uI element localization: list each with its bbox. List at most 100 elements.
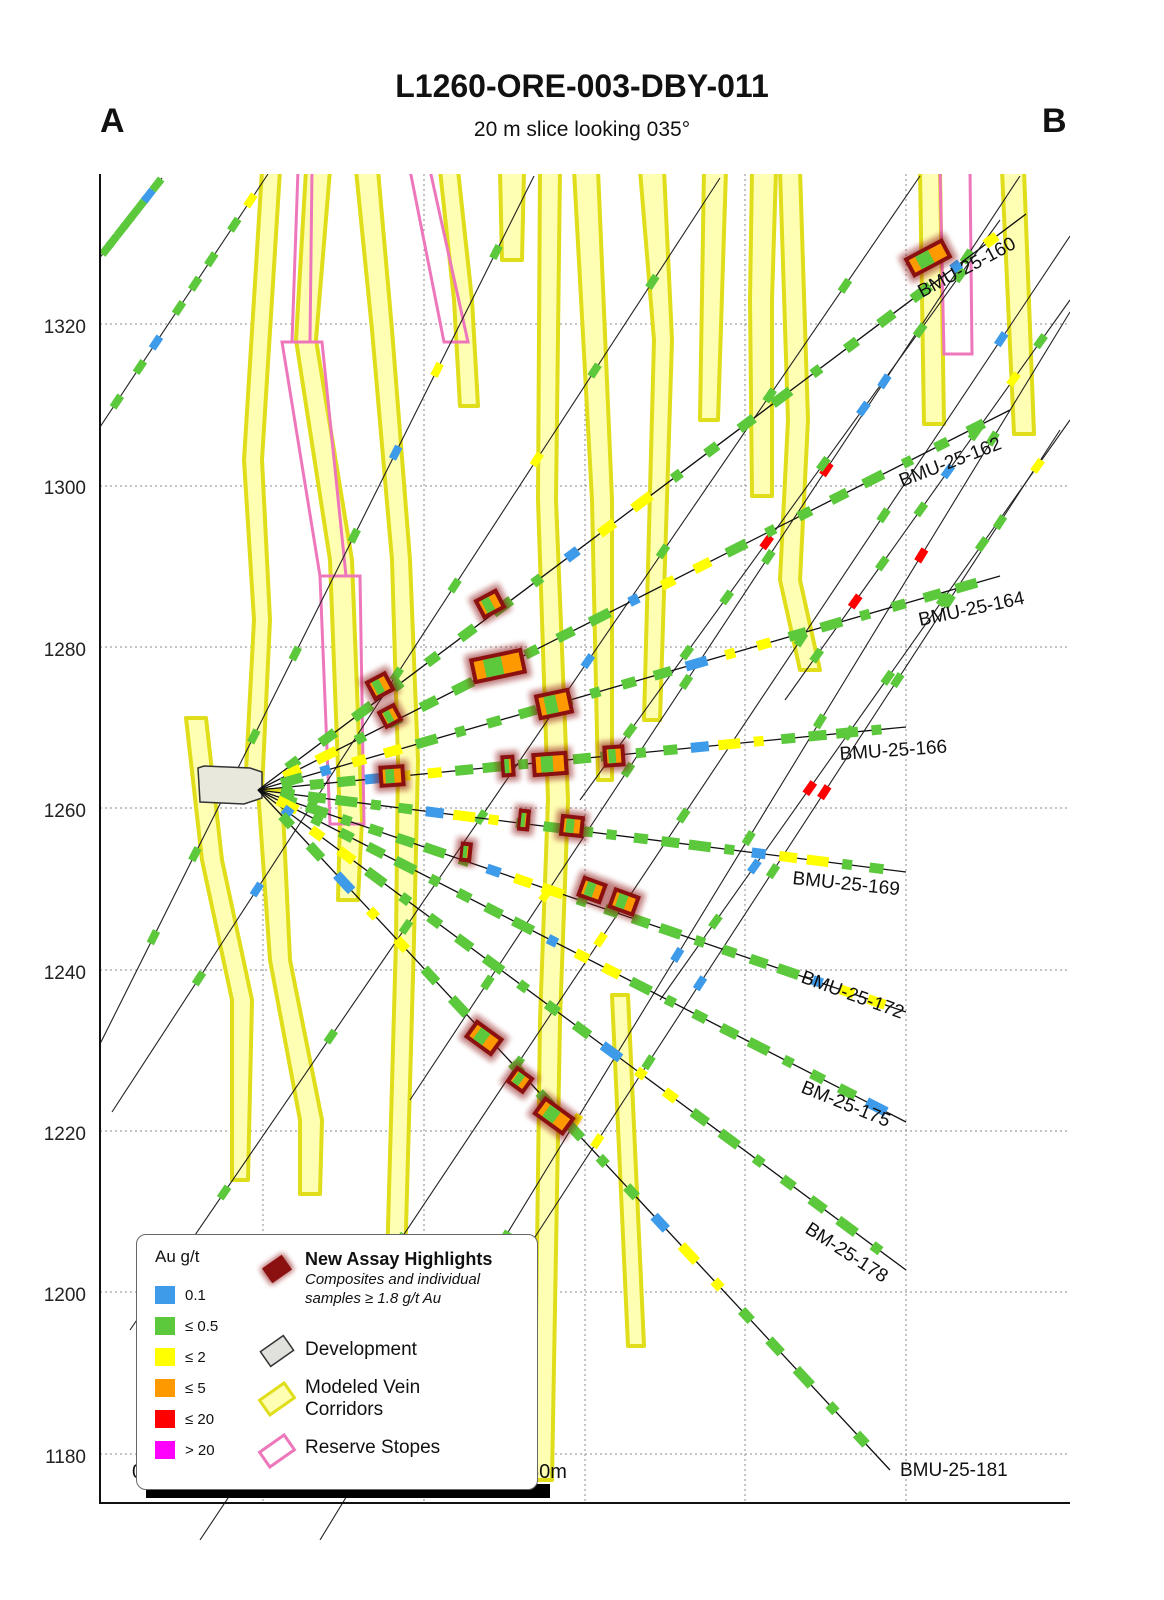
sample-interval <box>811 975 824 989</box>
sample-interval <box>367 823 385 838</box>
sample-interval <box>723 844 735 856</box>
sample-interval <box>645 273 660 290</box>
sample-interval <box>890 598 907 612</box>
legend-grade-row: ≤ 0.5 <box>155 1316 218 1336</box>
elevation-label-1260: 1260 <box>44 801 86 822</box>
sample-interval <box>679 644 695 661</box>
legend-grade-label: 0.1 <box>185 1286 206 1304</box>
sample-interval <box>852 1430 870 1448</box>
assay-highlight <box>467 582 513 626</box>
sample-interval <box>940 463 956 480</box>
sample-interval <box>571 1020 593 1040</box>
sample-interval <box>817 784 832 801</box>
sample-interval <box>146 929 161 946</box>
legend-grade-label: ≤ 0.5 <box>185 1317 219 1335</box>
drill-trace <box>579 219 1001 801</box>
sample-interval <box>847 593 863 610</box>
sample-interval <box>819 461 834 478</box>
sample-interval <box>308 825 326 842</box>
sample-interval <box>480 974 495 991</box>
sample-interval <box>593 931 608 948</box>
sample-interval <box>992 514 1008 531</box>
sample-interval <box>589 686 602 699</box>
assay-highlight <box>597 739 631 773</box>
sample-interval <box>310 813 324 827</box>
sample-interval <box>333 871 356 895</box>
sample-interval <box>765 863 781 880</box>
highlight-core-green <box>520 812 526 828</box>
sample-interval <box>247 728 261 745</box>
sample-interval <box>216 1184 232 1201</box>
highlight-core-green <box>473 1027 491 1046</box>
sample-interval <box>398 892 413 907</box>
legend-highlights: New Assay Highlights Composites and indi… <box>255 1249 492 1308</box>
highlight-diamond-icon <box>259 1252 295 1286</box>
sample-interval <box>779 1174 797 1191</box>
sample-interval <box>748 953 769 970</box>
sample-interval <box>187 275 203 292</box>
sample-interval <box>982 231 1000 249</box>
sample-interval <box>488 814 500 826</box>
corner-label-b: B <box>1042 102 1067 140</box>
sample-interval <box>227 216 242 233</box>
sample-interval <box>690 741 710 753</box>
sample-interval <box>512 873 534 889</box>
highlight-core-green <box>542 1104 561 1124</box>
sample-interval <box>965 418 987 436</box>
elevation-label-1200: 1200 <box>44 1285 86 1306</box>
sample-interval <box>761 549 776 566</box>
assay-highlight <box>898 232 958 284</box>
sample-interval <box>762 387 777 404</box>
sample-interval <box>171 299 187 317</box>
sample-interval <box>807 1195 828 1214</box>
legend-vein-label-1: Modeled Vein <box>305 1377 421 1398</box>
sample-interval <box>485 863 502 878</box>
assay-highlight <box>554 809 590 843</box>
sample-interval <box>601 962 622 980</box>
highlight-core-green <box>583 881 597 898</box>
sample-interval <box>309 778 325 790</box>
highlight-core-green <box>504 758 510 774</box>
sample-interval <box>914 547 929 564</box>
highlight-core-green <box>543 694 559 715</box>
sample-interval <box>876 309 897 329</box>
sample-interval <box>455 887 473 904</box>
drill-trace <box>100 175 535 1046</box>
sample-interval <box>599 1041 624 1063</box>
sample-interval <box>856 400 871 417</box>
grade-swatch-icon <box>155 1379 175 1397</box>
assay-highlight <box>373 759 411 793</box>
sample-interval <box>1006 371 1021 388</box>
legend-highlights-note-2: samples ≥ 1.8 g/t Au <box>305 1290 442 1307</box>
sample-interval <box>555 625 576 644</box>
legend-grade-row: 0.1 <box>155 1285 206 1305</box>
sample-interval <box>684 655 709 672</box>
sample-interval <box>835 726 859 739</box>
sample-interval <box>719 1022 740 1041</box>
sample-interval <box>769 386 794 408</box>
legend-development-label: Development <box>305 1339 417 1360</box>
sample-interval <box>913 501 929 518</box>
assay-highlight <box>601 881 647 923</box>
sample-interval <box>655 543 671 560</box>
sample-interval <box>420 965 441 986</box>
sample-interval <box>587 607 612 627</box>
sample-interval <box>485 715 503 729</box>
sample-interval <box>778 851 798 864</box>
legend-highlights-note-1: Composites and individual <box>305 1271 481 1288</box>
sample-interval <box>191 970 207 987</box>
sample-interval <box>876 507 891 524</box>
sample-interval <box>278 812 296 830</box>
sample-interval <box>628 976 653 996</box>
sample-interval <box>365 906 380 921</box>
sample-interval <box>661 1087 680 1104</box>
sample-interval <box>909 281 934 304</box>
legend-grade-label: ≤ 20 <box>185 1410 215 1428</box>
legend-grade-row: > 20 <box>155 1440 215 1460</box>
vein-corridor <box>638 174 674 722</box>
reserve-stope-icon <box>257 1432 297 1470</box>
sample-interval <box>866 994 887 1010</box>
sample-interval <box>751 847 767 860</box>
sample-interval <box>692 975 708 992</box>
vein-corridor <box>294 174 364 902</box>
